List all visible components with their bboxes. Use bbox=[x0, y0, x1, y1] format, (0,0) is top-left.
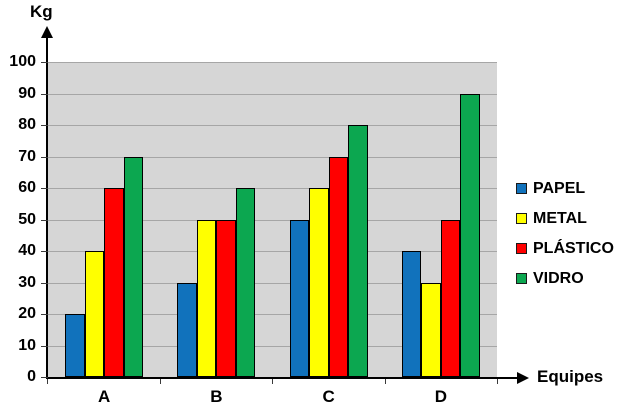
x-axis-tick bbox=[272, 379, 273, 384]
gridline bbox=[48, 314, 497, 315]
y-axis-tick-label: 50 bbox=[18, 210, 36, 228]
y-axis-tick-label: 10 bbox=[18, 336, 36, 354]
gridline bbox=[48, 93, 497, 95]
legend-item-papel: PAPEL bbox=[516, 179, 614, 197]
bar-papel-a bbox=[65, 314, 85, 377]
x-axis-line bbox=[46, 377, 518, 379]
gridline bbox=[48, 188, 497, 189]
bar-vidro-d bbox=[460, 93, 480, 377]
bar-vidro-a bbox=[123, 156, 143, 377]
legend-label: VIDRO bbox=[533, 269, 584, 287]
bar-papel-b bbox=[177, 282, 197, 377]
legend-label: METAL bbox=[533, 209, 587, 227]
bar-papel-d bbox=[401, 251, 422, 377]
x-axis-tick bbox=[384, 379, 386, 384]
bar-vidro-c bbox=[348, 125, 368, 377]
y-axis-tick-label: 30 bbox=[18, 273, 36, 291]
x-axis-category-label: D bbox=[434, 387, 448, 406]
gridline bbox=[48, 125, 497, 126]
legend-item-vidro: VIDRO bbox=[516, 269, 614, 287]
y-axis-tick-label: 40 bbox=[18, 242, 36, 259]
bar-papel-c bbox=[289, 219, 309, 377]
x-axis-title: Equipes bbox=[537, 367, 604, 386]
y-axis-arrowhead-icon bbox=[41, 26, 53, 38]
chart-legend: PAPEL METAL PLÁSTICO VIDRO bbox=[516, 179, 614, 301]
x-axis-arrowhead-icon bbox=[517, 372, 529, 384]
legend-swatch bbox=[516, 273, 527, 284]
x-axis-tick bbox=[497, 379, 498, 384]
y-axis-tick bbox=[41, 282, 48, 284]
bar-plástico-b bbox=[216, 219, 236, 377]
gridline bbox=[48, 345, 497, 347]
legend-swatch bbox=[516, 243, 527, 254]
bar-metal-d bbox=[421, 282, 441, 377]
y-axis-tick-label: 90 bbox=[18, 84, 36, 102]
y-axis-tick-label: 70 bbox=[18, 147, 36, 165]
bar-metal-a bbox=[84, 251, 104, 377]
y-axis-tick bbox=[41, 251, 48, 252]
legend-swatch bbox=[516, 213, 527, 224]
legend-label: PAPEL bbox=[533, 179, 586, 197]
y-axis-tick bbox=[41, 62, 48, 63]
y-axis-line bbox=[46, 36, 48, 379]
y-axis-tick bbox=[41, 125, 48, 126]
legend-swatch bbox=[516, 183, 527, 194]
x-axis-tick bbox=[159, 379, 161, 384]
gridline bbox=[48, 156, 497, 158]
y-axis-title: Kg bbox=[30, 2, 53, 21]
gridline bbox=[48, 282, 497, 284]
y-axis-tick-label: 80 bbox=[18, 116, 36, 133]
bar-plástico-a bbox=[104, 188, 124, 377]
gridline bbox=[48, 251, 497, 252]
bar-plástico-c bbox=[328, 156, 348, 377]
gridline bbox=[48, 62, 497, 63]
y-axis-tick bbox=[41, 188, 48, 189]
y-axis-tick-label: 60 bbox=[18, 179, 36, 196]
y-axis-tick-label: 100 bbox=[9, 53, 36, 70]
x-axis-category-label: A bbox=[97, 387, 111, 406]
y-axis-tick bbox=[41, 219, 48, 221]
y-axis-tick bbox=[41, 314, 48, 315]
y-axis-tick bbox=[41, 93, 48, 95]
bar-vidro-b bbox=[235, 188, 256, 377]
bar-plástico-d bbox=[440, 219, 461, 377]
y-axis-tick-label: 20 bbox=[18, 305, 36, 322]
y-axis-tick bbox=[41, 345, 48, 347]
bar-metal-c bbox=[309, 188, 329, 377]
legend-label: PLÁSTICO bbox=[533, 239, 614, 257]
x-axis-category-label: C bbox=[322, 387, 335, 406]
bar-metal-b bbox=[196, 219, 217, 377]
legend-item-metal: METAL bbox=[516, 209, 614, 227]
y-axis-tick-label: 0 bbox=[27, 368, 36, 385]
gridline bbox=[48, 219, 497, 221]
x-axis-tick bbox=[47, 379, 48, 384]
x-axis-category-label: B bbox=[210, 387, 223, 406]
y-axis-tick bbox=[41, 156, 48, 158]
legend-item-plástico: PLÁSTICO bbox=[516, 239, 614, 257]
y-axis-tick bbox=[41, 377, 48, 378]
